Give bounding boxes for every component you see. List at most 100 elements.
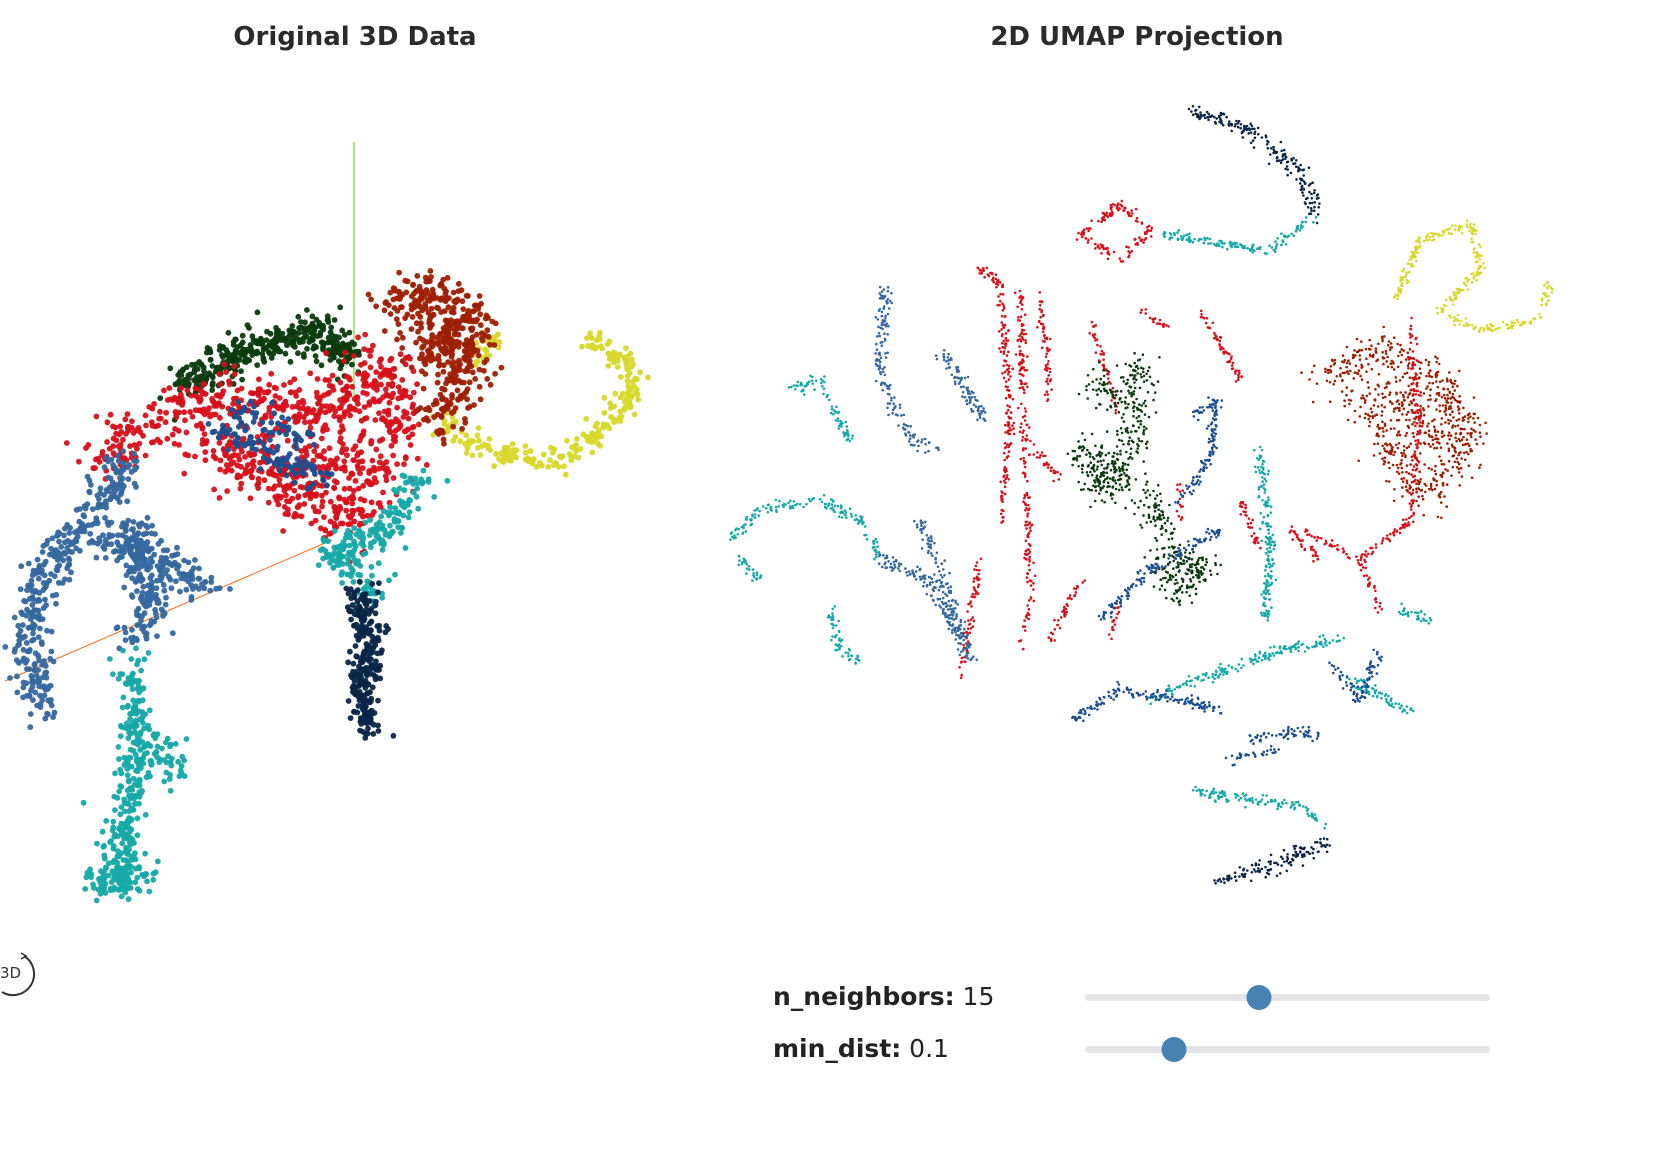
point-legs-lower <box>1155 697 1159 700</box>
point-legs-lower <box>1248 799 1252 802</box>
point-body <box>305 491 311 497</box>
point-hind-foot <box>1260 136 1264 139</box>
point-hind-foot <box>1297 167 1301 170</box>
point-legs-lower <box>1268 538 1272 541</box>
point-back <box>287 358 294 365</box>
point-back <box>230 353 236 359</box>
point-legs-lower <box>389 530 395 536</box>
point-hind-foot <box>1245 128 1249 131</box>
point-body <box>322 422 329 428</box>
point-legs-lower <box>1220 667 1224 670</box>
point-hind-foot <box>343 585 350 592</box>
point-legs-lower <box>1180 235 1183 238</box>
point-body <box>202 457 209 464</box>
point-body <box>405 415 412 422</box>
point-body <box>323 350 330 357</box>
point-front-leg-upper <box>55 579 62 586</box>
point-legs-lower <box>125 675 132 681</box>
point-front-leg-upper <box>86 489 93 496</box>
point-front-leg-upper <box>77 547 83 554</box>
point-head <box>483 312 490 319</box>
point-legs-lower <box>1207 676 1210 679</box>
point-legs-lower <box>1266 472 1270 476</box>
point-tusks <box>592 423 599 430</box>
point-body <box>355 400 361 407</box>
point-legs-lower <box>1371 687 1374 690</box>
point-legs-lower <box>1280 243 1283 247</box>
point-hind-foot <box>1187 107 1191 111</box>
point-hind-foot <box>1233 875 1237 878</box>
point-legs-lower <box>1161 695 1164 698</box>
point-front-leg-upper <box>39 549 46 555</box>
point-front-leg-upper <box>90 539 97 546</box>
point-hind-foot <box>1241 129 1245 133</box>
point-legs-lower <box>1314 215 1318 219</box>
point-hind-foot <box>1294 165 1298 168</box>
point-ribs <box>298 437 304 444</box>
point-front-leg-upper <box>114 624 121 631</box>
point-ribs <box>234 443 240 449</box>
point-legs-lower <box>874 555 878 559</box>
point-ribs <box>251 403 257 410</box>
point-legs-lower <box>1311 815 1315 819</box>
point-legs-lower <box>1265 551 1268 555</box>
point-legs-lower <box>1303 650 1307 653</box>
point-front-leg-upper <box>139 613 146 620</box>
point-legs-lower <box>1220 241 1223 244</box>
point-body <box>276 404 283 411</box>
point-legs-lower <box>1250 246 1254 249</box>
original-3d-scatter[interactable] <box>0 0 715 940</box>
point-hind-foot <box>1300 185 1304 189</box>
point-body <box>242 470 248 477</box>
point-body <box>261 477 268 484</box>
point-legs-lower <box>1199 789 1202 793</box>
point-tusks <box>552 460 559 466</box>
point-legs-lower <box>814 379 818 383</box>
point-legs-lower <box>775 510 778 514</box>
point-tusks <box>540 451 547 458</box>
point-body <box>316 396 323 403</box>
point-head <box>462 416 468 422</box>
point-legs-lower <box>860 517 863 520</box>
point-body <box>321 514 327 520</box>
point-legs-lower <box>1277 802 1280 805</box>
point-legs-lower <box>834 410 837 414</box>
point-hind-foot <box>356 578 363 585</box>
point-body <box>310 407 317 413</box>
point-legs-lower <box>1265 609 1268 612</box>
point-legs-lower <box>1424 619 1428 623</box>
point-body <box>155 422 162 429</box>
point-front-leg-upper <box>125 464 131 471</box>
point-legs-lower <box>1269 800 1273 803</box>
point-front-leg-upper <box>15 642 21 649</box>
point-back <box>320 324 326 330</box>
point-body <box>386 369 393 376</box>
point-hind-foot <box>375 634 381 641</box>
point-legs-lower <box>134 685 141 692</box>
point-legs-lower <box>97 879 104 886</box>
point-legs-lower <box>761 505 765 508</box>
point-head <box>478 300 484 307</box>
point-head <box>466 379 473 386</box>
point-legs-lower <box>1293 645 1296 648</box>
point-hind-foot <box>1310 846 1313 849</box>
point-body <box>332 458 338 464</box>
point-tusks <box>1515 318 1519 322</box>
point-legs-lower <box>1265 252 1268 255</box>
point-legs-lower <box>1269 525 1272 528</box>
point-front-leg-upper <box>156 600 162 606</box>
point-body <box>338 465 345 472</box>
point-legs-lower <box>1362 678 1366 682</box>
point-legs-lower <box>1407 614 1410 618</box>
point-body <box>238 480 245 487</box>
point-legs-lower <box>1222 673 1225 676</box>
point-legs-lower <box>1278 646 1282 650</box>
point-hind-foot <box>1282 153 1286 157</box>
point-legs-lower <box>1315 819 1319 822</box>
point-legs-lower <box>1294 647 1298 650</box>
point-body <box>281 382 287 388</box>
point-head <box>465 293 471 299</box>
point-body <box>265 485 272 492</box>
point-body <box>215 392 222 399</box>
point-legs-lower <box>800 390 803 393</box>
